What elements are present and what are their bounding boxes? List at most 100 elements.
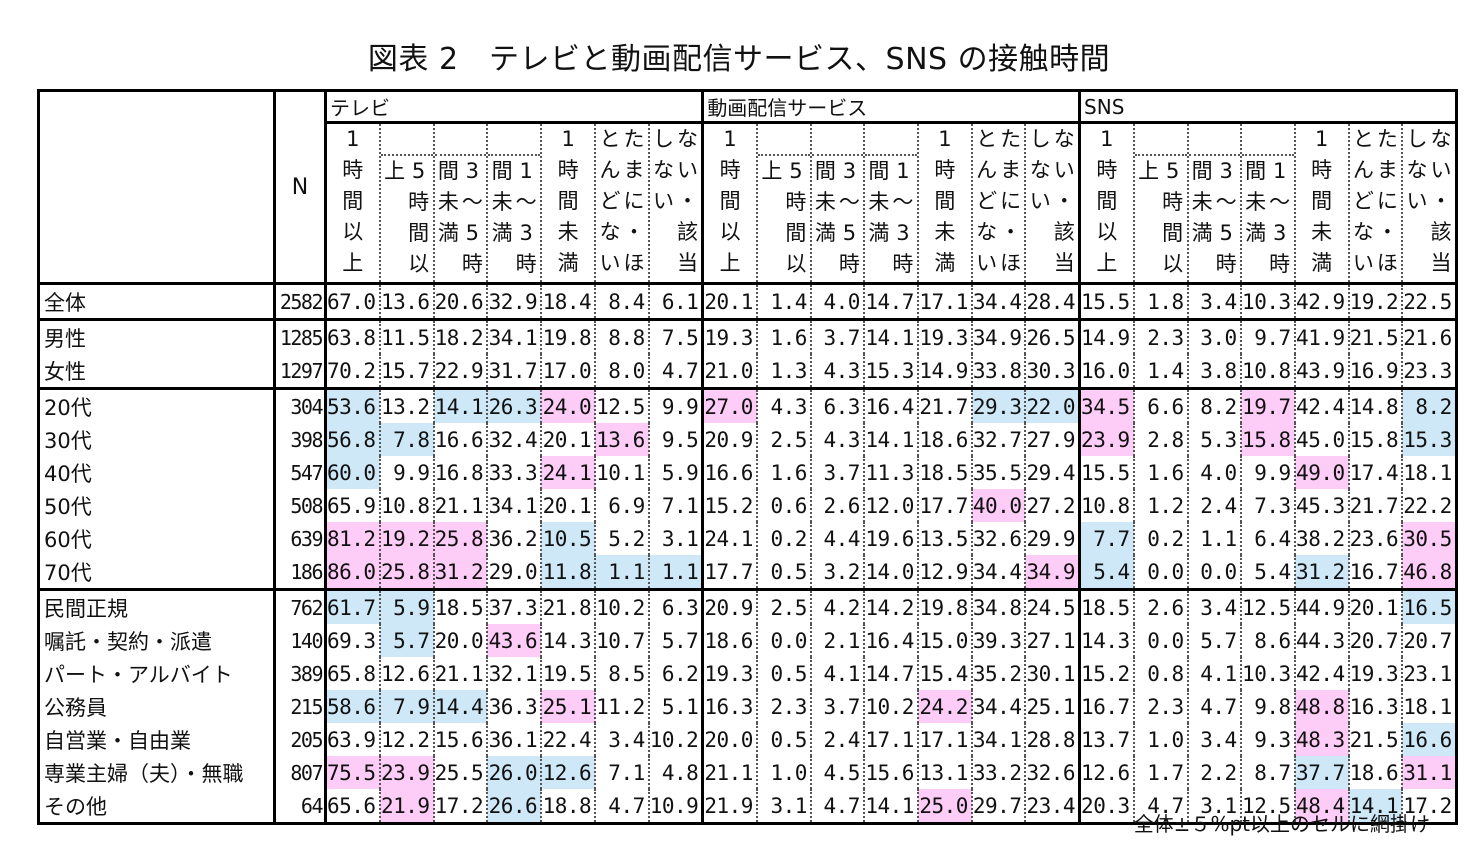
value-cell: 8.7 (1239, 756, 1295, 789)
row-label: 男性 (37, 318, 276, 354)
value-cell: 3.4 (1186, 723, 1241, 756)
value-cell: 5.3 (1186, 423, 1241, 456)
value-cell: 1.4 (1132, 354, 1188, 390)
value-cell: 32.6 (970, 522, 1026, 555)
value-cell: 0.5 (755, 657, 811, 690)
value-cell: 2.2 (1186, 756, 1241, 789)
value-cell: 15.5 (1081, 460, 1130, 485)
sample-size: 140 (274, 624, 327, 657)
value-cell: 20.0 (704, 727, 753, 752)
value-cell: 12.5 (594, 387, 649, 423)
value-cell: 20.1 (540, 489, 596, 522)
value-cell: 31.2 (1293, 555, 1349, 591)
value-cell: 65.8 (327, 661, 376, 686)
value-cell: 3.7 (809, 456, 864, 489)
contact-time-table: N テレビ 動画配信サービス SNS 1 時間以上 5 時間以上 3 ～ 5 時間未満 1 ～ 3 時間未満 1… (37, 89, 1458, 825)
value-cell: 0.6 (755, 489, 811, 522)
value-cell: 0.2 (755, 522, 811, 555)
value-cell: 56.8 (325, 423, 380, 456)
value-cell: 23.9 (1079, 423, 1134, 456)
value-cell: 18.4 (540, 282, 596, 321)
value-cell: 22.0 (1024, 387, 1082, 423)
value-cell: 34.9 (970, 318, 1026, 354)
value-cell: 9.9 (1239, 456, 1295, 489)
table-row: 自営業・自由業 205 63.9 12.2 15.6 36.1 22.4 3.4 10.2 20.… (37, 723, 1458, 756)
value-cell: 20.9 (704, 427, 753, 452)
value-cell: 35.5 (970, 456, 1026, 489)
value-cell: 29.3 (970, 387, 1026, 423)
value-cell: 16.6 (704, 460, 753, 485)
value-cell: 15.8 (1347, 423, 1403, 456)
value-cell: 21.1 (432, 657, 488, 690)
subheader-label: たまに・ほとんどない (1352, 127, 1398, 275)
row-label: 70代 (37, 555, 276, 591)
value-cell: 12.6 (378, 657, 434, 690)
value-cell: 6.3 (647, 588, 705, 624)
subheader-3to5h: 3 ～ 5 時間未満 (1186, 122, 1241, 285)
row-label: 40代 (37, 456, 276, 489)
value-cell: 13.6 (594, 423, 649, 456)
value-cell: 0.0 (755, 624, 811, 657)
value-cell: 9.7 (1239, 318, 1295, 354)
table-row: 公務員 215 58.6 7.9 14.4 36.3 25.1 11.2 5.1 16.3 2.3 3… (37, 690, 1458, 723)
value-cell: 18.1 (1401, 690, 1458, 723)
value-cell: 14.8 (1347, 387, 1403, 423)
value-cell: 1.6 (755, 318, 811, 354)
subheader-rarely: たまに・ほとんどない (970, 122, 1026, 285)
value-cell: 42.9 (1293, 282, 1349, 321)
value-cell: 20.1 (1347, 588, 1403, 624)
value-cell: 8.2 (1401, 387, 1458, 423)
value-cell: 0.0 (1186, 555, 1241, 591)
value-cell: 3.2 (809, 555, 864, 591)
sample-size: 215 (274, 690, 327, 723)
value-cell: 16.4 (862, 624, 918, 657)
value-cell: 10.3 (1239, 657, 1295, 690)
value-cell: 6.3 (809, 387, 864, 423)
value-cell: 23.3 (1401, 354, 1458, 390)
value-cell: 2.1 (809, 624, 864, 657)
value-cell: 23.4 (1024, 789, 1082, 825)
value-cell: 3.1 (755, 789, 811, 825)
value-cell: 17.2 (1401, 789, 1458, 825)
value-cell: 5.4 (1239, 555, 1295, 591)
value-cell: 7.1 (647, 489, 705, 522)
value-cell: 8.6 (1239, 624, 1295, 657)
value-cell: 7.5 (647, 318, 705, 354)
value-cell: 33.3 (486, 456, 542, 489)
value-cell: 15.4 (916, 657, 972, 690)
value-cell: 16.6 (432, 423, 488, 456)
value-cell: 26.0 (486, 756, 542, 789)
value-cell: 4.3 (809, 354, 864, 390)
value-cell: 5.4 (1079, 555, 1134, 591)
value-cell: 12.2 (378, 723, 434, 756)
value-cell: 18.6 (916, 423, 972, 456)
value-cell: 1.0 (1132, 723, 1188, 756)
value-cell: 5.9 (647, 456, 705, 489)
value-cell: 58.6 (325, 690, 380, 723)
value-cell: 31.1 (1401, 756, 1458, 789)
value-cell: 63.8 (325, 318, 380, 354)
value-cell: 1.8 (1132, 282, 1188, 321)
value-cell: 9.5 (647, 423, 705, 456)
value-cell: 20.0 (432, 624, 488, 657)
subheader-label: 3 ～ 5 時間未満 (811, 154, 863, 282)
value-cell: 4.3 (809, 423, 864, 456)
sample-size: 64 (274, 789, 327, 825)
value-cell: 20.6 (432, 282, 488, 321)
value-cell: 60.0 (325, 456, 380, 489)
value-cell: 27.0 (702, 387, 757, 423)
value-cell: 10.2 (862, 690, 918, 723)
value-cell: 42.4 (1293, 657, 1349, 690)
value-cell: 15.6 (862, 756, 918, 789)
table-row: パート・アルバイト 389 65.8 12.6 21.1 32.1 19.5 8.5 6.2 19… (37, 657, 1458, 690)
footnote: 全体±５%pt以上のセルに網掛け (1133, 812, 1430, 836)
value-cell: 41.9 (1293, 318, 1349, 354)
value-cell: 22.9 (432, 354, 488, 390)
table-row: 専業主婦（夫）・無職 807 75.5 23.9 25.5 26.0 12.6 7.1 4.8 2… (37, 756, 1458, 789)
sample-size: 1297 (274, 354, 327, 390)
